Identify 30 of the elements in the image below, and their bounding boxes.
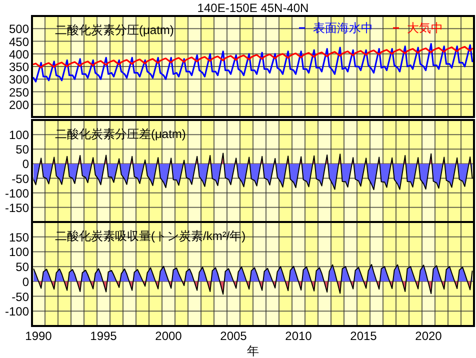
x-tick-label: 2000 — [155, 329, 182, 343]
y-tick-label: -150 — [4, 200, 30, 215]
y-tick-label: 0 — [22, 274, 30, 289]
y-tick-label: -100 — [4, 186, 30, 200]
y-tick-label: 50 — [16, 260, 30, 274]
x-tick-label: 2005 — [220, 329, 248, 343]
y-tick-label: 0 — [22, 157, 30, 172]
y-tick-label: 350 — [8, 60, 30, 74]
y-tick-label: 300 — [8, 72, 30, 87]
y-tick-label: 400 — [8, 47, 30, 62]
y-tick-label: -100 — [4, 304, 30, 319]
y-tick-label: 200 — [8, 98, 30, 112]
y-tick-label: -50 — [12, 290, 30, 304]
x-tick-label: 2015 — [350, 329, 378, 343]
line-series — [32, 46, 474, 68]
x-axis-title: 年 — [247, 344, 259, 358]
y-tick-label: 150 — [8, 230, 30, 244]
y-tick-label: 450 — [8, 34, 30, 49]
x-tick-label: 2020 — [415, 329, 442, 343]
y-tick-label: 50 — [16, 142, 30, 157]
line-series — [32, 42, 474, 82]
y-tick-label: 100 — [8, 128, 30, 142]
chart-title: 140E-150E 45N-40N — [197, 1, 309, 15]
y-tick-label: 250 — [8, 85, 30, 100]
y-tick-label: -50 — [12, 172, 30, 186]
x-tick-label: 1995 — [90, 329, 118, 343]
y-tick-label: 500 — [8, 22, 30, 36]
x-tick-label: 2010 — [285, 329, 312, 343]
y-tick-label: 100 — [8, 245, 30, 260]
x-tick-label: 1990 — [25, 329, 52, 343]
